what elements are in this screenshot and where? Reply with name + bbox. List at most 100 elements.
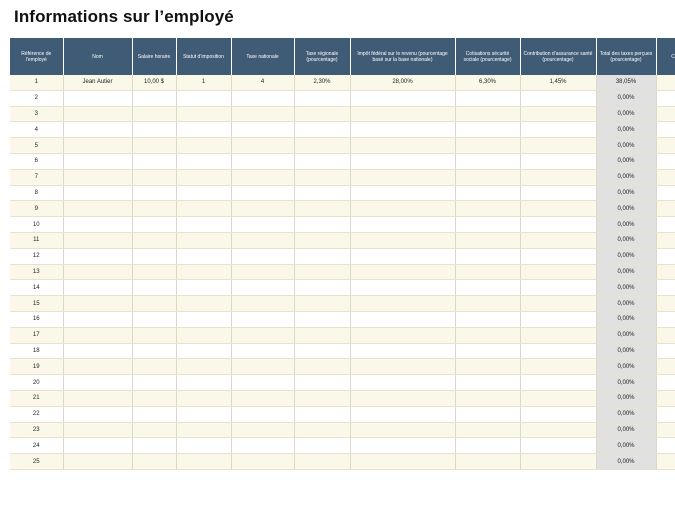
employee-ref-cell[interactable]: 5: [10, 137, 64, 154]
table-cell[interactable]: [656, 453, 675, 470]
table-cell[interactable]: [176, 264, 232, 281]
table-cell[interactable]: [176, 295, 232, 312]
table-cell[interactable]: [132, 295, 177, 312]
employee-ref-cell[interactable]: 10: [10, 216, 64, 233]
table-cell[interactable]: [350, 90, 456, 107]
employee-ref-cell[interactable]: 3: [10, 106, 64, 123]
table-cell[interactable]: [520, 121, 597, 139]
table-cell[interactable]: [656, 437, 675, 455]
table-cell[interactable]: [231, 453, 295, 470]
employee-ref-cell[interactable]: 8: [10, 185, 64, 202]
table-cell[interactable]: [455, 106, 521, 123]
table-cell[interactable]: [350, 437, 456, 455]
table-cell[interactable]: [656, 343, 675, 360]
table-cell[interactable]: [455, 153, 521, 170]
table-cell[interactable]: [350, 279, 456, 297]
table-cell[interactable]: [455, 295, 521, 312]
table-cell[interactable]: [231, 406, 295, 423]
table-cell[interactable]: [231, 248, 295, 265]
table-cell[interactable]: [520, 406, 597, 423]
employee-ref-cell[interactable]: 21: [10, 390, 64, 407]
table-cell[interactable]: [231, 374, 295, 391]
table-cell[interactable]: [176, 437, 232, 455]
table-cell[interactable]: [176, 422, 232, 439]
column-header[interactable]: Taxe nationale: [231, 38, 295, 75]
total-tax-cell[interactable]: 0,00%: [596, 422, 657, 439]
table-cell[interactable]: [520, 343, 597, 360]
table-cell[interactable]: [350, 137, 456, 154]
table-cell[interactable]: 28,00%: [350, 75, 456, 91]
employee-ref-cell[interactable]: 13: [10, 264, 64, 281]
table-cell[interactable]: [132, 248, 177, 265]
table-cell[interactable]: [176, 390, 232, 407]
table-cell[interactable]: [231, 311, 295, 328]
table-cell[interactable]: [231, 90, 295, 107]
table-cell[interactable]: [294, 106, 351, 123]
table-cell[interactable]: [63, 200, 133, 218]
table-cell[interactable]: [294, 232, 351, 249]
table-cell[interactable]: [294, 248, 351, 265]
table-cell[interactable]: [350, 121, 456, 139]
table-cell[interactable]: [455, 121, 521, 139]
table-cell[interactable]: [132, 153, 177, 170]
table-cell[interactable]: [294, 358, 351, 376]
table-cell[interactable]: [520, 153, 597, 170]
table-cell[interactable]: [63, 106, 133, 123]
employee-ref-cell[interactable]: 22: [10, 406, 64, 423]
employee-ref-cell[interactable]: 14: [10, 279, 64, 297]
table-cell[interactable]: [231, 200, 295, 218]
table-cell[interactable]: [520, 374, 597, 391]
total-tax-cell[interactable]: 0,00%: [596, 311, 657, 328]
table-cell[interactable]: [455, 374, 521, 391]
table-cell[interactable]: 1: [176, 75, 232, 91]
table-cell[interactable]: [231, 358, 295, 376]
table-cell[interactable]: [132, 264, 177, 281]
table-cell[interactable]: [132, 390, 177, 407]
table-cell[interactable]: [455, 232, 521, 249]
total-tax-cell[interactable]: 0,00%: [596, 185, 657, 202]
table-cell[interactable]: [132, 437, 177, 455]
table-cell[interactable]: [656, 90, 675, 107]
table-cell[interactable]: [350, 422, 456, 439]
table-cell[interactable]: [63, 279, 133, 297]
table-cell[interactable]: [520, 295, 597, 312]
table-cell[interactable]: [520, 327, 597, 344]
table-cell[interactable]: [231, 327, 295, 344]
total-tax-cell[interactable]: 0,00%: [596, 248, 657, 265]
table-cell[interactable]: [176, 185, 232, 202]
table-cell[interactable]: [455, 453, 521, 470]
table-cell[interactable]: [656, 216, 675, 233]
table-cell[interactable]: [350, 358, 456, 376]
table-cell[interactable]: [176, 453, 232, 470]
employee-ref-cell[interactable]: 15: [10, 295, 64, 312]
table-cell[interactable]: [176, 406, 232, 423]
table-cell[interactable]: [63, 343, 133, 360]
employee-ref-cell[interactable]: 25: [10, 453, 64, 470]
table-cell[interactable]: [132, 453, 177, 470]
table-cell[interactable]: [176, 216, 232, 233]
employee-ref-cell[interactable]: 1: [10, 75, 64, 91]
total-tax-cell[interactable]: 0,00%: [596, 295, 657, 312]
table-cell[interactable]: [294, 137, 351, 154]
table-cell[interactable]: [176, 311, 232, 328]
table-cell[interactable]: [231, 390, 295, 407]
table-cell[interactable]: [294, 264, 351, 281]
table-cell[interactable]: [132, 232, 177, 249]
table-cell[interactable]: [132, 185, 177, 202]
total-tax-cell[interactable]: 0,00%: [596, 406, 657, 423]
table-cell[interactable]: [231, 279, 295, 297]
table-cell[interactable]: [656, 295, 675, 312]
total-tax-cell[interactable]: 0,00%: [596, 200, 657, 218]
table-cell[interactable]: [455, 406, 521, 423]
table-cell[interactable]: 2,30%: [294, 75, 351, 91]
table-cell[interactable]: [656, 185, 675, 202]
table-cell[interactable]: [63, 90, 133, 107]
table-cell[interactable]: [176, 121, 232, 139]
table-cell[interactable]: [63, 248, 133, 265]
table-cell[interactable]: [63, 216, 133, 233]
table-cell[interactable]: [132, 200, 177, 218]
table-cell[interactable]: [132, 406, 177, 423]
table-cell[interactable]: [520, 437, 597, 455]
employee-ref-cell[interactable]: 12: [10, 248, 64, 265]
table-cell[interactable]: [176, 374, 232, 391]
